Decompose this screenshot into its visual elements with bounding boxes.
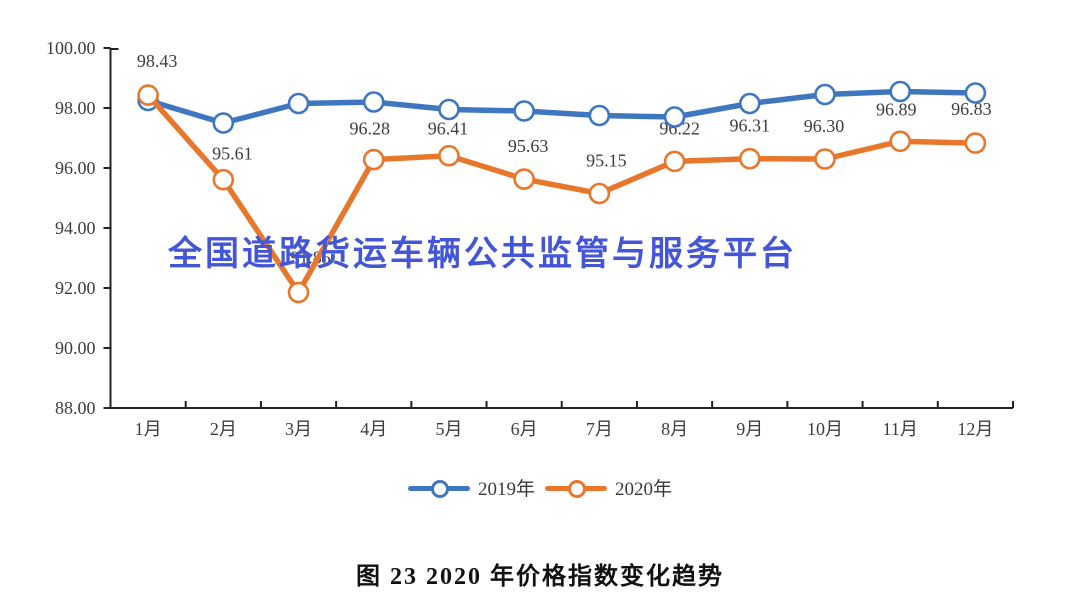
figure-caption: 图 23 2020 年价格指数变化趋势 — [356, 564, 724, 590]
data-label: 96.28 — [349, 119, 390, 139]
y-tick-label: 94.00 — [55, 218, 96, 238]
data-label: 95.15 — [586, 151, 627, 171]
series-line-2019年 — [145, 88, 979, 126]
legend-marker-2019-icon — [407, 479, 470, 498]
x-tick-label: 6月 — [511, 419, 538, 439]
x-tick-label: 10月 — [807, 419, 843, 439]
series-marker-2019年 — [663, 106, 686, 128]
series-marker-2020年 — [738, 147, 761, 170]
series-marker-2019年 — [362, 91, 385, 113]
series-marker-2019年 — [964, 82, 987, 104]
x-tick-label: 11月 — [883, 419, 918, 439]
data-label: 96.83 — [951, 99, 992, 119]
series-line-2020年 — [145, 92, 979, 296]
x-tick-label: 5月 — [435, 419, 462, 439]
series-marker-2020年 — [588, 182, 611, 205]
legend-item-2019: 2019年 — [407, 474, 535, 501]
series-marker-2020年 — [513, 168, 535, 190]
y-tick-label: 92.00 — [55, 278, 96, 298]
series-marker-2020年 — [212, 168, 235, 191]
data-label: 95.63 — [508, 136, 549, 156]
series-marker-2020年 — [362, 148, 385, 171]
series-marker-2019年 — [438, 98, 460, 121]
x-tick-label: 9月 — [736, 419, 763, 439]
data-label: 98.43 — [137, 51, 178, 71]
series-marker-2019年 — [588, 104, 611, 127]
chart-legend: 2019年 2020年 — [0, 474, 1080, 501]
legend-label-2020: 2020年 — [615, 479, 673, 500]
series-marker-2019年 — [889, 80, 911, 103]
series-marker-2019年 — [814, 83, 836, 106]
x-tick-label: 7月 — [586, 419, 613, 439]
series-marker-2020年 — [137, 84, 159, 106]
data-label: 95.61 — [212, 144, 253, 164]
data-label: 96.31 — [730, 116, 771, 136]
series-marker-2019年 — [738, 92, 761, 115]
legend-label-2019: 2019年 — [477, 479, 535, 500]
series-marker-2019年 — [287, 92, 310, 115]
series-marker-2020年 — [287, 281, 310, 304]
series-marker-2020年 — [964, 132, 987, 154]
series-marker-2020年 — [889, 130, 911, 153]
x-tick-label: 12月 — [957, 419, 993, 439]
x-tick-label: 2月 — [210, 419, 237, 439]
y-tick-label: 90.00 — [55, 338, 96, 358]
y-tick-label: 98.00 — [55, 98, 96, 118]
y-tick-label: 88.00 — [55, 398, 96, 418]
data-label: 96.89 — [876, 99, 917, 119]
y-tick-label: 96.00 — [55, 158, 96, 178]
y-tick-label: 100.00 — [46, 38, 96, 58]
x-tick-label: 1月 — [135, 419, 162, 439]
watermark-text: 全国道路货运车辆公共监管与服务平台 — [168, 236, 797, 273]
price-index-line-chart: 100.00 98.00 96.00 94.00 92.00 90.00 88.00 1月 2月… — [46, 38, 1014, 439]
series-marker-2019年 — [212, 112, 235, 134]
x-tick-label: 4月 — [360, 419, 387, 439]
series-marker-2019年 — [513, 100, 535, 122]
legend-item-2020: 2020年 — [545, 474, 672, 501]
legend-marker-2020-icon — [545, 479, 607, 498]
series-marker-2020年 — [663, 150, 686, 173]
x-tick-label: 8月 — [661, 419, 688, 439]
data-label: 96.30 — [804, 116, 845, 136]
series-marker-2020年 — [814, 148, 836, 170]
x-tick-label: 3月 — [285, 419, 312, 439]
data-label: 96.41 — [428, 119, 469, 139]
series-marker-2020年 — [438, 144, 460, 167]
